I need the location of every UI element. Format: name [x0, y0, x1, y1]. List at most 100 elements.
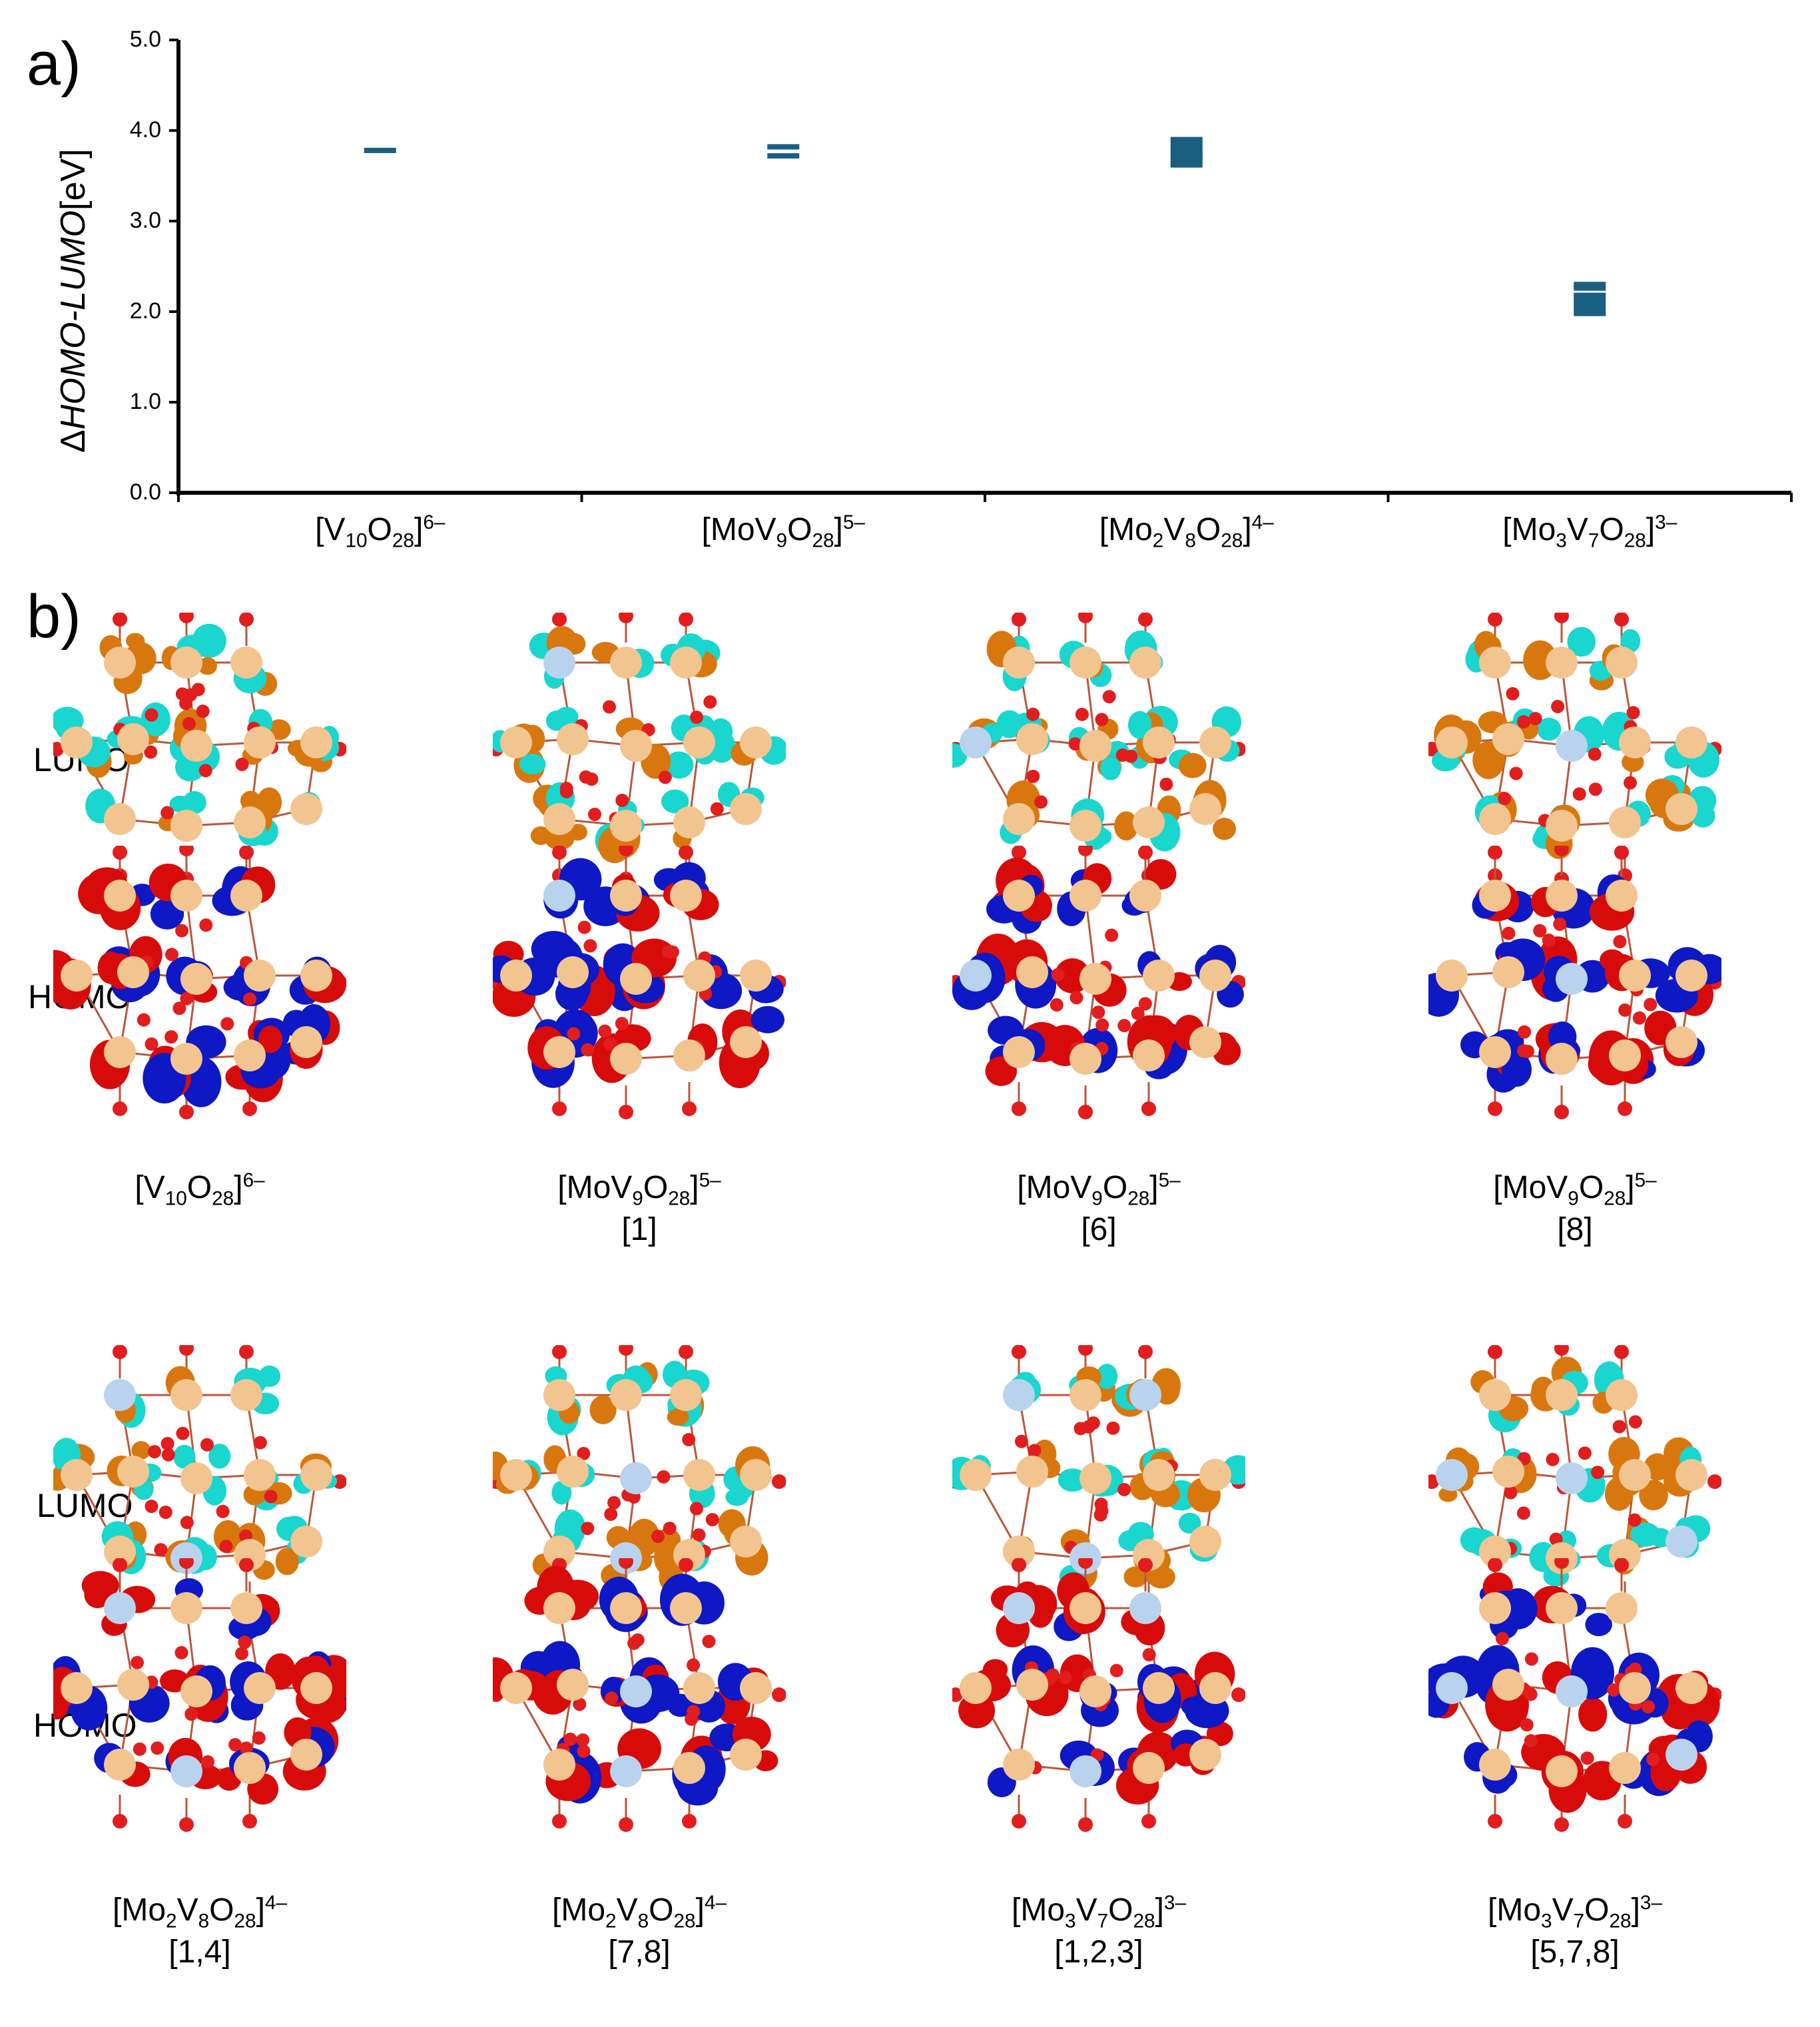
- formula-part: O: [1584, 1892, 1610, 1928]
- caption-sites: [1,4]: [168, 1934, 231, 1970]
- gap-marker: [1170, 144, 1203, 150]
- oxygen-atom: [658, 770, 672, 784]
- formula-part: 3–: [1163, 1892, 1186, 1914]
- vanadium-atom: [1479, 803, 1511, 835]
- formula-part: [V: [315, 512, 346, 547]
- lumo-orbital-image: [952, 613, 1245, 886]
- vanadium-atom: [170, 647, 202, 679]
- vanadium-atom: [670, 1379, 702, 1411]
- oxygen-atom: [679, 613, 693, 627]
- formula-part: 5–: [1158, 1169, 1181, 1191]
- oxygen-atom: [144, 745, 158, 759]
- molybdenum-atom: [104, 1379, 136, 1411]
- gap-marker: [1170, 158, 1203, 164]
- oxygen-atom: [1520, 1044, 1534, 1058]
- caption-formula: [Mo2V8O28]4–: [27, 1891, 373, 1933]
- caption-formula: [Mo3V7O28]3–: [1402, 1891, 1748, 1933]
- oxygen-atom: [1138, 1345, 1153, 1359]
- molybdenum-atom: [960, 726, 992, 758]
- vanadium-atom: [290, 1739, 322, 1771]
- formula-part: 5–: [842, 511, 865, 533]
- homo-orbital-image: [1428, 846, 1721, 1119]
- vanadium-atom: [1199, 1459, 1231, 1491]
- oxygen-atom: [579, 770, 593, 784]
- molybdenum-atom: [620, 1675, 652, 1707]
- oxygen-atom: [1131, 1006, 1145, 1020]
- homo-orbital-image: [952, 846, 1245, 1119]
- vanadium-atom: [1479, 1592, 1511, 1624]
- oxygen-atom: [1026, 707, 1040, 721]
- vanadium-atom: [1436, 960, 1468, 992]
- molecule-drawing: [952, 1558, 1245, 1832]
- vanadium-atom: [730, 1026, 762, 1058]
- vanadium-atom: [557, 956, 589, 988]
- vanadium-atom: [180, 1675, 212, 1707]
- oxygen-atom: [682, 1101, 697, 1116]
- vanadium-atom: [500, 1672, 532, 1704]
- formula-part: [V: [135, 1170, 165, 1205]
- oxygen-atom: [1618, 1814, 1632, 1829]
- oxygen-atom: [1231, 1687, 1245, 1702]
- vanadium-atom: [117, 1456, 149, 1488]
- oxygen-atom: [1542, 934, 1556, 948]
- formula-part: 28: [234, 1910, 256, 1932]
- oxygen-atom: [184, 1707, 198, 1721]
- vanadium-atom: [1606, 1379, 1638, 1411]
- formula-part: V: [1566, 512, 1588, 547]
- caption-formula: [MoV9O28]5–: [1402, 1169, 1748, 1211]
- vanadium-atom: [673, 1752, 705, 1784]
- vanadium-atom: [673, 806, 705, 838]
- oxygen-atom: [113, 1814, 127, 1829]
- vanadium-atom: [1143, 960, 1175, 992]
- oxygen-atom: [687, 1705, 701, 1719]
- oxygen-atom: [772, 1474, 786, 1489]
- formula-part: [Mo: [552, 1892, 606, 1928]
- oxygen-atom: [1613, 935, 1627, 949]
- oxygen-atom: [1546, 1452, 1560, 1466]
- oxygen-atom: [552, 613, 567, 627]
- orbital-lobe: [725, 1488, 749, 1506]
- oxygen-atom: [657, 1470, 671, 1484]
- vanadium-atom: [1003, 1749, 1035, 1781]
- vanadium-atom: [290, 1026, 322, 1058]
- vanadium-atom: [620, 730, 652, 762]
- gap-marker: [1170, 154, 1203, 160]
- oxygen-atom: [172, 1002, 186, 1015]
- molecule-caption: [Mo3V7O28]3– [1,2,3]: [926, 1891, 1272, 1972]
- oxygen-atom: [1012, 846, 1026, 860]
- oxygen-atom: [576, 1733, 590, 1747]
- vanadium-atom: [543, 803, 575, 835]
- caption-sites: [5,7,8]: [1530, 1934, 1620, 1970]
- vanadium-atom: [730, 1526, 762, 1558]
- oxygen-atom: [705, 1513, 719, 1527]
- lumo-orbital-image: [493, 1345, 786, 1619]
- oxygen-atom: [201, 1755, 215, 1769]
- oxygen-atom: [581, 1522, 595, 1536]
- gap-marker: [1170, 162, 1203, 168]
- caption-sites: [8]: [1557, 1212, 1593, 1248]
- oxygen-atom: [1086, 1416, 1100, 1430]
- oxygen-atom: [158, 1505, 172, 1519]
- oxygen-atom: [1012, 1814, 1026, 1829]
- oxygen-atom: [552, 1345, 567, 1359]
- oxygen-atom: [1554, 1345, 1569, 1356]
- oxygen-atom: [180, 1516, 194, 1530]
- lumo-orbital-image: [53, 613, 346, 886]
- formula-part: ]: [414, 512, 424, 547]
- vanadium-atom: [1143, 1459, 1175, 1491]
- oxygen-atom: [1618, 1003, 1632, 1017]
- molecule-drawing: [53, 1558, 346, 1832]
- vanadium-atom: [104, 880, 136, 912]
- vanadium-atom: [1189, 1739, 1221, 1771]
- caption-sites: [7,8]: [608, 1934, 671, 1970]
- oxygen-atom: [242, 1814, 257, 1829]
- vanadium-atom: [1003, 1536, 1035, 1568]
- formula-part: O: [1195, 512, 1221, 547]
- oxygen-atom: [239, 846, 254, 860]
- formula-part: O: [643, 1170, 669, 1205]
- vanadium-atom: [230, 880, 262, 912]
- orbital-lobe: [1585, 1612, 1612, 1637]
- oxygen-atom: [182, 717, 196, 730]
- gap-marker: [1170, 147, 1203, 153]
- y-axis-label: ΔHOMO-LUMO[eV]: [53, 148, 93, 453]
